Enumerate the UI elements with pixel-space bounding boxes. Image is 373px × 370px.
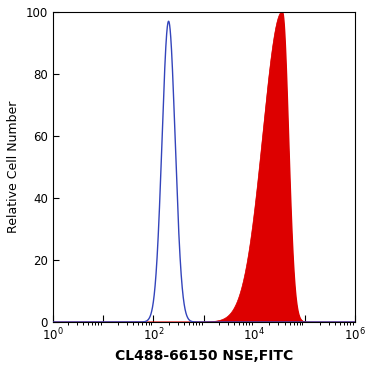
- Y-axis label: Relative Cell Number: Relative Cell Number: [7, 101, 20, 233]
- X-axis label: CL488-66150 NSE,FITC: CL488-66150 NSE,FITC: [115, 349, 293, 363]
